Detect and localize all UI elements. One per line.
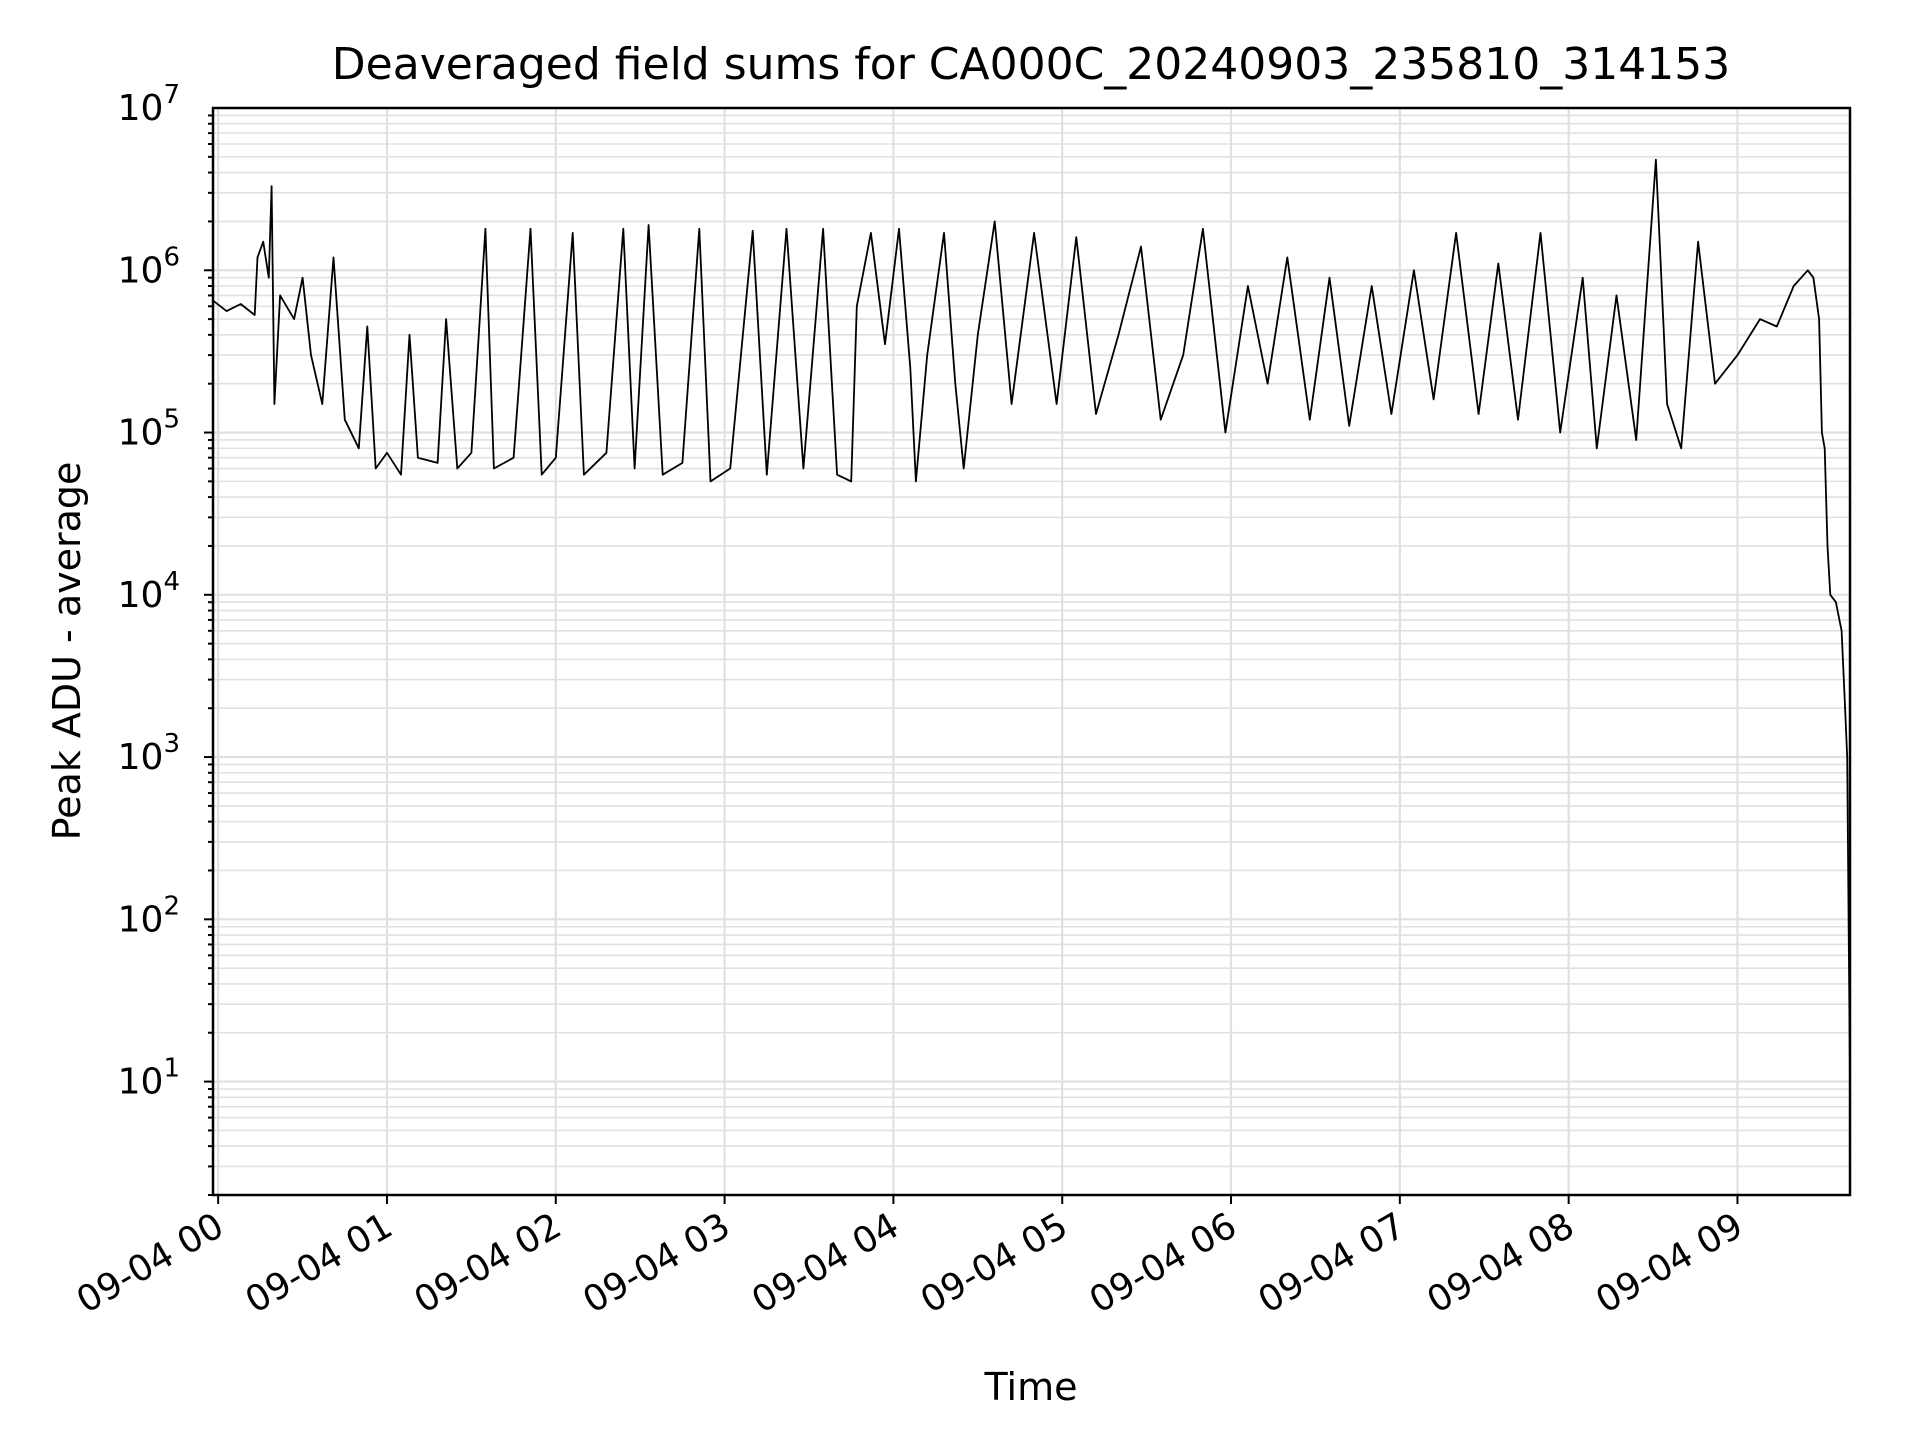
y-tick-label: 107 [118,80,180,129]
y-tick-label: 106 [118,242,180,291]
x-tick-label: 09-04 05 [914,1205,1075,1321]
x-tick-label: 09-04 02 [408,1205,569,1321]
y-tick-label: 102 [118,891,180,940]
x-tick-label: 09-04 08 [1420,1205,1581,1321]
y-tick-label: 105 [118,405,180,454]
x-tick-label: 09-04 00 [70,1205,231,1321]
y-tick-label: 101 [118,1054,180,1103]
x-tick-label: 09-04 09 [1589,1205,1750,1321]
x-tick-label: 09-04 04 [745,1205,906,1321]
plot-frame [211,106,1852,1197]
x-tick-label: 09-04 03 [576,1205,737,1321]
x-tick-label: 09-04 06 [1083,1205,1244,1321]
series-layer [212,158,1851,1082]
data-series-line [212,158,1851,1082]
y-tick-label: 104 [118,567,180,616]
y-tick-label: 103 [118,729,180,778]
x-tick-label: 09-04 01 [239,1205,400,1321]
grid-layer [213,108,1850,1196]
y-axis-label: Peak ADU - average [45,462,89,841]
chart-title: Deaveraged field sums for CA000C_2024090… [332,39,1730,90]
x-axis-label: Time [984,1365,1078,1409]
x-tick-label: 09-04 07 [1252,1205,1413,1321]
